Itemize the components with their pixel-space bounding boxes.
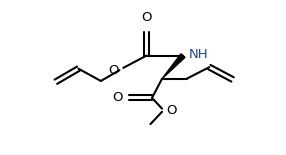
Text: O: O (108, 64, 119, 77)
Polygon shape (162, 54, 185, 79)
Text: NH: NH (189, 48, 209, 60)
Text: O: O (166, 104, 176, 117)
Text: O: O (141, 11, 152, 24)
Text: O: O (112, 91, 122, 104)
